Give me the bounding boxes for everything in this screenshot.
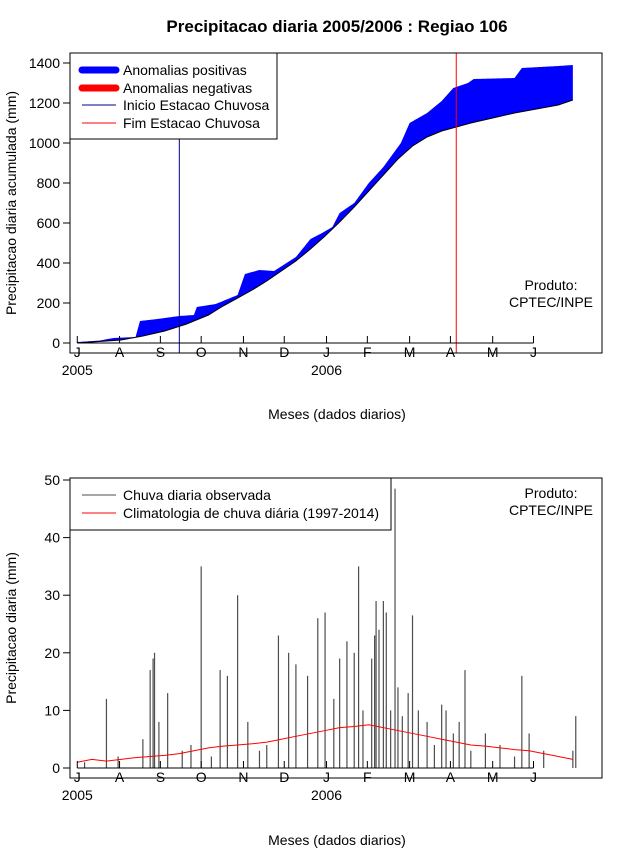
positive-anomaly-area bbox=[77, 65, 573, 343]
x-tick-label-N: N bbox=[238, 344, 248, 360]
top-x-axis: J A S O N D J F M A M J 2005 2006 bbox=[62, 336, 537, 378]
x-tick-label-J: J bbox=[74, 344, 81, 360]
top-panel: 0 200 400 600 800 1000 1200 1400 J A S O N D J F M A M J 20… bbox=[3, 52, 603, 422]
year-label-2005: 2005 bbox=[62, 787, 93, 803]
x-tick-label-J: J bbox=[323, 769, 330, 785]
bottom-data-layer bbox=[77, 488, 577, 768]
x-tick-label-J: J bbox=[530, 344, 537, 360]
y-tick-label: 0 bbox=[52, 335, 60, 351]
y-tick-label: 600 bbox=[37, 215, 61, 231]
bottom-legend-box bbox=[69, 477, 392, 531]
y-tick-label: 200 bbox=[37, 295, 61, 311]
x-tick-label-F: F bbox=[363, 344, 372, 360]
legend-label-season-start: Inicio Estacao Chuvosa bbox=[123, 97, 270, 113]
x-tick-label-F: F bbox=[363, 769, 372, 785]
bottom-x-axis: J A S O N D J F M A M J 2005 2006 bbox=[62, 761, 537, 803]
top-x-axis-label: Meses (dados diarios) bbox=[268, 406, 406, 422]
x-tick-label-J: J bbox=[323, 344, 330, 360]
x-tick-label-N: N bbox=[238, 769, 248, 785]
chart-title: Precipitacao diaria 2005/2006 : Regiao 1… bbox=[166, 17, 507, 36]
legend-label-negative: Anomalias negativas bbox=[123, 80, 252, 96]
y-tick-label: 800 bbox=[37, 175, 61, 191]
x-tick-label-J: J bbox=[530, 769, 537, 785]
x-tick-label-D: D bbox=[279, 769, 289, 785]
year-label-2006: 2006 bbox=[311, 362, 342, 378]
x-tick-label-J: J bbox=[74, 769, 81, 785]
bottom-x-axis-label: Meses (dados diarios) bbox=[268, 832, 406, 848]
top-plot-frame bbox=[69, 52, 603, 354]
y-tick-label: 1200 bbox=[29, 95, 60, 111]
x-tick-label-D: D bbox=[279, 344, 289, 360]
legend-label-observed: Chuva diaria observada bbox=[123, 487, 271, 503]
bottom-product-label-line2: CPTEC/INPE bbox=[509, 502, 593, 518]
y-tick-label: 10 bbox=[44, 702, 60, 718]
x-tick-label-A: A bbox=[446, 344, 456, 360]
climatology-accumulated-line bbox=[77, 99, 574, 344]
bottom-legend: Chuva diaria observada Climatologia de c… bbox=[69, 477, 392, 531]
top-product-label-line1: Produto: bbox=[525, 277, 578, 293]
y-tick-label: 50 bbox=[44, 472, 60, 488]
top-product-label-line2: CPTEC/INPE bbox=[509, 294, 593, 310]
year-label-2005: 2005 bbox=[62, 362, 93, 378]
y-tick-label: 40 bbox=[44, 530, 60, 546]
x-tick-label-A: A bbox=[115, 344, 125, 360]
legend-label-season-end: Fim Estacao Chuvosa bbox=[123, 115, 260, 131]
y-tick-label: 30 bbox=[44, 587, 60, 603]
x-tick-label-S: S bbox=[156, 344, 165, 360]
x-tick-label-O: O bbox=[196, 769, 207, 785]
y-tick-label: 20 bbox=[44, 645, 60, 661]
bottom-y-axis-label: Precipitacao diaria (mm) bbox=[3, 552, 19, 704]
year-label-2006: 2006 bbox=[311, 787, 342, 803]
y-tick-label: 0 bbox=[52, 760, 60, 776]
x-tick-label-M: M bbox=[404, 344, 416, 360]
legend-label-climatology: Climatologia de chuva diária (1997-2014) bbox=[123, 505, 379, 521]
x-tick-label-M: M bbox=[487, 344, 499, 360]
bottom-product-label-line1: Produto: bbox=[525, 485, 578, 501]
x-tick-label-A: A bbox=[446, 769, 456, 785]
top-legend: Anomalias positivas Anomalias negativas … bbox=[69, 52, 278, 140]
y-tick-label: 1400 bbox=[29, 55, 60, 71]
bottom-panel: 0 10 20 30 40 50 J A S O N D J F M A M J 2005 2006 Precipi… bbox=[3, 472, 603, 848]
x-tick-label-M: M bbox=[404, 769, 416, 785]
top-y-axis-label: Precipitacao diaria acumulada (mm) bbox=[3, 91, 19, 315]
x-tick-label-M: M bbox=[487, 769, 499, 785]
y-tick-label: 400 bbox=[37, 255, 61, 271]
legend-label-positive: Anomalias positivas bbox=[123, 62, 247, 78]
top-y-axis: 0 200 400 600 800 1000 1200 1400 bbox=[29, 55, 70, 351]
y-tick-label: 1000 bbox=[29, 135, 60, 151]
climatology-daily-line bbox=[77, 724, 573, 763]
x-tick-label-S: S bbox=[156, 769, 165, 785]
x-tick-label-A: A bbox=[115, 769, 125, 785]
bottom-y-axis: 0 10 20 30 40 50 bbox=[44, 472, 70, 776]
x-tick-label-O: O bbox=[196, 344, 207, 360]
